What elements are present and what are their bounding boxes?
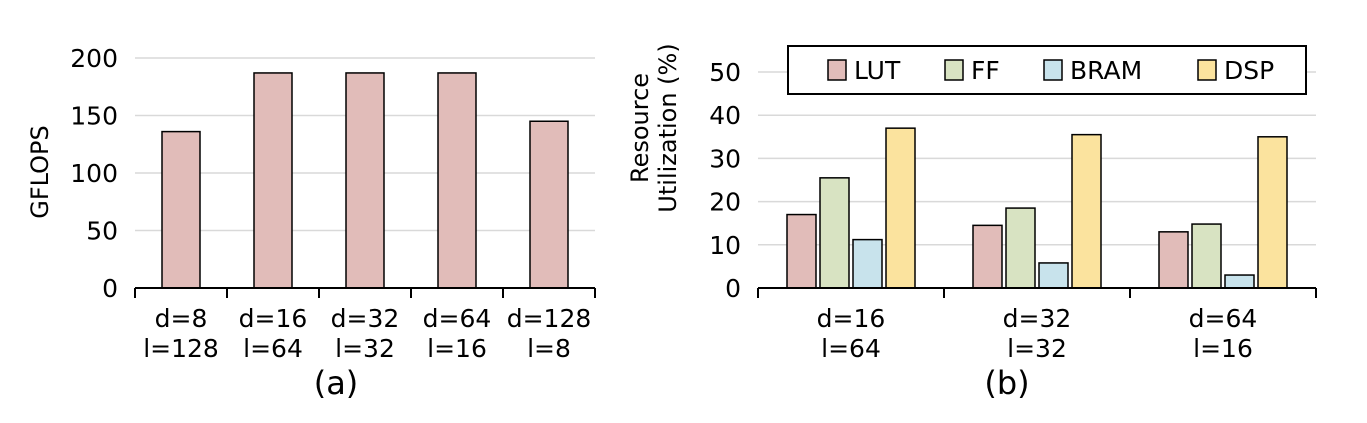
bar-value-0 [161,130,201,289]
y-tick-label: 20 [709,188,741,217]
y-tick-label: 100 [70,159,118,188]
y-tick-label: 50 [86,217,118,246]
x-tick-label: l=32 [1007,334,1067,363]
y-tick-label: 0 [725,274,741,303]
bar-bram-1 [1038,262,1069,289]
chart-a-y-axis-label: GFLOPS [26,125,54,219]
y-tick-label: 30 [709,144,741,173]
chart-b-axes [757,287,1317,298]
x-tick-label: d=32 [331,304,400,333]
y-tick-label: 10 [709,231,741,260]
x-tick-label: d=32 [1003,304,1072,333]
legend-label-bram: BRAM [1070,56,1142,85]
bar-lut-2 [1158,231,1189,289]
bar-value-2 [345,72,385,289]
chart-a-bars [161,72,569,289]
chart-b-legend-box [787,45,1307,95]
bar-lut-0 [786,213,817,289]
chart-b-y-axis-label-line1: Resource [626,73,654,183]
chart-b-bars [786,127,1288,289]
chart-b-y-tick-labels: 0 10 20 30 40 50 [709,58,741,303]
x-tick-label: d=64 [423,304,492,333]
x-tick-label: l=64 [243,334,303,363]
x-tick-label: l=8 [527,334,571,363]
chart-b-caption: (b) [984,364,1029,402]
x-tick-label: l=128 [143,334,219,363]
bar-ff-0 [819,177,850,289]
bar-bram-2 [1224,274,1255,289]
x-tick-label: d=128 [507,304,592,333]
chart-a-caption: (a) [314,364,359,402]
x-tick-label: l=32 [335,334,395,363]
bar-value-4 [529,120,569,289]
legend-swatch-dsp [1197,59,1217,81]
y-tick-label: 40 [709,101,741,130]
y-tick-label: 200 [70,44,118,73]
bar-dsp-2 [1257,136,1288,289]
legend-swatch-bram [1043,59,1063,81]
x-tick-label: d=64 [1189,304,1258,333]
chart-a-gflops: 0 50 100 150 200 d=8l=128 d=16l=64 d=32l=32 d=6… [26,44,596,402]
chart-a-axes [134,287,596,298]
legend-swatch-ff [944,59,964,81]
legend-label-lut: LUT [854,56,901,85]
x-tick-label: d=8 [155,304,208,333]
chart-a-y-tick-labels: 0 50 100 150 200 [70,44,118,303]
bar-lut-1 [972,224,1003,289]
chart-b-resource-utilization: 0 10 20 30 40 50 d=16l=64 d=32l=32 d=64l=16 Res… [626,43,1317,402]
bar-dsp-1 [1071,133,1102,289]
y-tick-label: 0 [102,274,118,303]
bar-ff-1 [1005,207,1036,289]
legend-label-ff: FF [971,56,1000,85]
bar-value-3 [437,72,477,289]
x-tick-label: l=16 [427,334,487,363]
x-tick-label: d=16 [239,304,308,333]
x-tick-label: l=16 [1193,334,1253,363]
bar-value-1 [253,72,293,289]
chart-b-legend: LUT FF BRAM DSP [787,45,1307,95]
x-tick-label: d=16 [817,304,886,333]
y-tick-label: 150 [70,102,118,131]
bar-ff-2 [1191,223,1222,289]
legend-swatch-lut [827,59,847,81]
chart-b-x-tick-labels: d=16l=64 d=32l=32 d=64l=16 [817,304,1258,363]
y-tick-label: 50 [709,58,741,87]
legend-label-dsp: DSP [1224,56,1274,85]
bar-bram-0 [852,238,883,289]
bar-dsp-0 [885,127,916,289]
chart-b-y-axis-label-line2: Utilization (%) [654,43,682,212]
x-tick-label: l=64 [821,334,881,363]
